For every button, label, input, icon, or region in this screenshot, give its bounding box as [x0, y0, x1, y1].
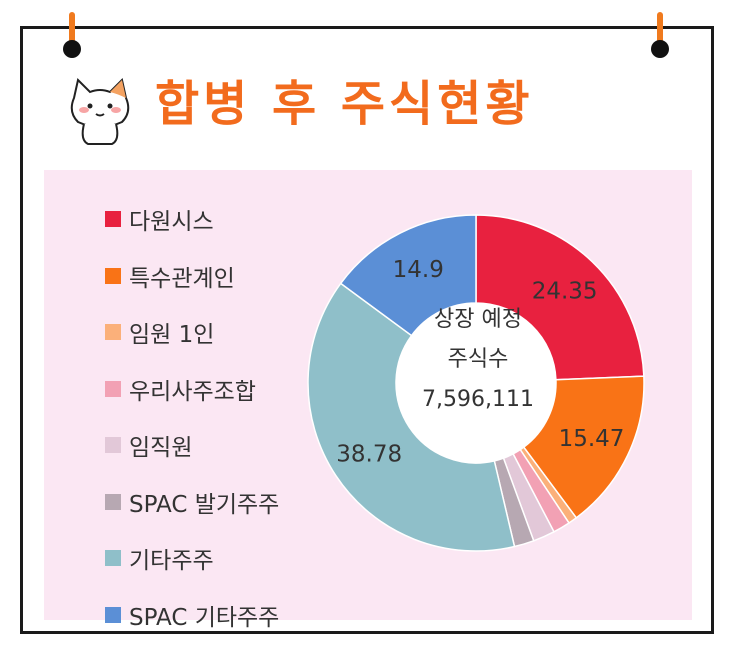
legend-label: 기타주주 — [129, 548, 214, 575]
legend-item: 다원시스 — [105, 191, 279, 248]
slice-label: 14.9 — [393, 257, 444, 283]
center-line-3: 7,596,111 — [422, 387, 534, 412]
legend-swatch — [105, 550, 121, 567]
right-pin-head — [651, 40, 669, 58]
legend-item: 기타주주 — [105, 530, 279, 587]
right-pin — [657, 12, 663, 46]
legend-swatch — [105, 324, 121, 341]
legend-label: 다원시스 — [129, 209, 214, 236]
legend-label: 임직원 — [129, 435, 193, 462]
center-line-1: 상장 예정 — [434, 307, 522, 332]
legend-swatch — [105, 380, 121, 397]
legend-label: 특수관계인 — [129, 265, 235, 292]
legend-item: 우리사주조합 — [105, 361, 279, 418]
page-title: 합병 후 주식현황 — [155, 76, 534, 132]
legend-swatch — [105, 437, 121, 454]
legend-label: 우리사주조합 — [129, 378, 256, 405]
legend-swatch — [105, 211, 121, 228]
left-pin — [69, 12, 75, 46]
legend-item: 특수관계인 — [105, 248, 279, 305]
center-text: 상장 예정 주식수 7,596,111 — [398, 300, 558, 420]
legend-label: SPAC 기타주주 — [129, 604, 280, 631]
legend-item: SPAC 발기주주 — [105, 474, 279, 531]
left-pin-head — [63, 40, 81, 58]
legend-label: SPAC 발기주주 — [129, 491, 280, 518]
legend-swatch — [105, 493, 121, 510]
cat-mascot-icon — [70, 78, 130, 145]
slice-label: 15.47 — [559, 426, 625, 452]
legend-swatch — [105, 267, 121, 284]
donut-hole — [396, 303, 556, 463]
slice-label: 38.78 — [336, 442, 402, 468]
legend-item: 임원 1인 — [105, 304, 279, 361]
legend-item: SPAC 기타주주 — [105, 587, 279, 644]
legend-swatch — [105, 606, 121, 623]
center-line-2: 주식수 — [447, 347, 509, 372]
legend-label: 임원 1인 — [129, 322, 215, 349]
slice-label: 24.35 — [532, 279, 598, 305]
legend-item: 임직원 — [105, 417, 279, 474]
